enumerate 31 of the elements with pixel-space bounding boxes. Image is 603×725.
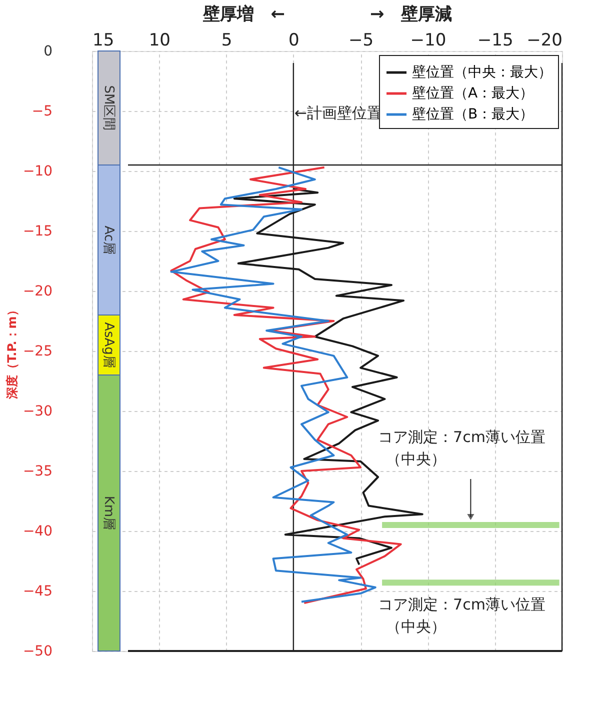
y-tick-label: −40 [22,524,52,540]
x-tick-label: −20 [526,30,562,50]
x-tick-label: −10 [410,30,446,50]
y-tick-label: −45 [22,584,52,600]
band-label: Ac層 [101,226,116,254]
y-tick-label: −10 [22,164,52,180]
legend-label: 壁位置（A：最大） [412,86,534,102]
y-tick-label: −30 [22,404,52,420]
annotation: （中央） [386,618,446,636]
y-tick-label: −25 [22,344,52,360]
y-axis-title: 深度（T.P.：m） [4,304,19,400]
x-tick-label: −5 [348,30,374,50]
x-tick-label: 5 [221,30,232,50]
y-tick-label: −20 [22,284,52,300]
y-tick-label: −15 [22,224,52,240]
annotation: コア測定：7cm薄い位置 [378,596,546,614]
band-label: AsAg層 [101,322,116,368]
legend-label: 壁位置（中央：最大） [412,64,552,80]
x-tick-label: 15 [92,30,114,50]
legend-label: 壁位置（B：最大） [412,106,534,122]
y-tick-label: −5 [32,104,52,120]
band-label: SM区間 [101,85,116,131]
y-tick-label: −50 [22,644,52,660]
x-tick-label: 0 [288,30,300,50]
band-label: Km層 [101,496,116,530]
x-axis-title: 壁厚増 ← → 壁厚減 [202,4,452,24]
annotation: （中央） [386,450,446,468]
x-tick-label: −15 [477,30,514,50]
annotation: コア測定：7cm薄い位置 [378,428,546,446]
y-tick-label: −35 [22,464,52,480]
x-tick-label: 10 [148,30,170,50]
